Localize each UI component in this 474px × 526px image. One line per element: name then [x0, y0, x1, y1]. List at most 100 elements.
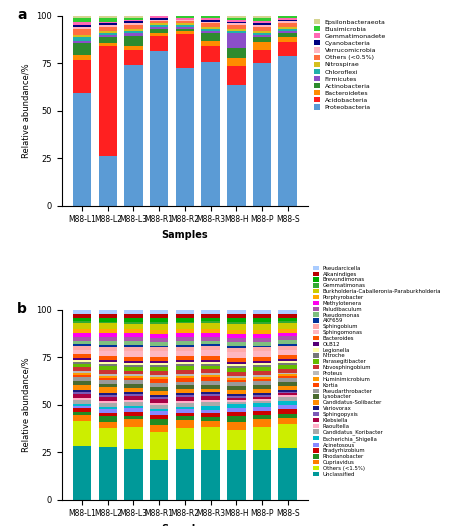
Bar — [175, 417, 194, 420]
Bar — [99, 370, 117, 374]
Bar — [73, 346, 91, 350]
Bar — [124, 377, 143, 378]
Bar — [278, 396, 297, 397]
Bar — [175, 407, 194, 409]
Bar — [175, 403, 194, 407]
Bar — [175, 321, 194, 323]
Bar — [124, 33, 143, 36]
Bar — [150, 330, 168, 333]
Bar — [175, 337, 194, 341]
Bar — [99, 409, 117, 412]
Bar — [150, 324, 168, 330]
Bar — [278, 313, 297, 318]
Bar — [73, 362, 91, 363]
Bar — [227, 394, 246, 396]
Bar — [278, 363, 297, 365]
Bar — [124, 378, 143, 380]
Bar — [175, 351, 194, 357]
Bar — [99, 401, 117, 403]
Bar — [227, 366, 246, 368]
Bar — [253, 16, 271, 18]
Bar — [150, 411, 168, 414]
Bar — [227, 378, 246, 380]
Bar — [99, 333, 117, 337]
Bar — [175, 27, 194, 29]
Bar — [227, 372, 246, 376]
Bar — [278, 414, 297, 418]
Bar — [150, 341, 168, 346]
Bar — [73, 416, 91, 421]
Bar — [201, 18, 220, 19]
Bar — [124, 388, 143, 392]
Bar — [73, 323, 91, 329]
Bar — [227, 346, 246, 348]
Bar — [175, 381, 194, 386]
Bar — [253, 338, 271, 341]
Bar — [278, 401, 297, 405]
Bar — [73, 446, 91, 500]
Bar — [73, 390, 91, 392]
Bar — [278, 37, 297, 43]
Bar — [124, 371, 143, 375]
Bar — [150, 383, 168, 387]
Bar — [201, 362, 220, 363]
Bar — [150, 33, 168, 36]
Bar — [278, 375, 297, 376]
Bar — [253, 363, 271, 365]
Bar — [150, 391, 168, 395]
Bar — [201, 341, 220, 345]
Bar — [73, 375, 91, 377]
Bar — [99, 374, 117, 376]
Bar — [253, 403, 271, 407]
Bar — [253, 351, 271, 357]
Bar — [150, 377, 168, 379]
Bar — [201, 385, 220, 389]
Bar — [227, 58, 246, 66]
Bar — [201, 33, 220, 41]
Bar — [227, 430, 246, 450]
Bar — [227, 398, 246, 400]
Bar — [175, 412, 194, 417]
Bar — [227, 362, 246, 364]
Bar — [73, 394, 91, 398]
Bar — [99, 27, 117, 31]
Bar — [201, 31, 220, 33]
Bar — [124, 412, 143, 416]
Bar — [99, 33, 117, 35]
Bar — [124, 420, 143, 427]
Bar — [227, 390, 246, 394]
Bar — [99, 37, 117, 43]
Bar — [73, 16, 91, 18]
Bar — [278, 337, 297, 340]
Bar — [201, 46, 220, 62]
Bar — [175, 360, 194, 362]
Bar — [201, 427, 220, 450]
Bar — [201, 360, 220, 362]
Bar — [227, 364, 246, 366]
Bar — [201, 377, 220, 381]
Bar — [73, 321, 91, 323]
Bar — [278, 386, 297, 390]
Bar — [253, 33, 271, 35]
Bar — [253, 31, 271, 33]
Bar — [175, 397, 194, 401]
Bar — [175, 333, 194, 337]
Bar — [201, 356, 220, 360]
Bar — [150, 314, 168, 318]
Bar — [124, 408, 143, 412]
Bar — [73, 93, 91, 206]
Bar — [201, 375, 220, 377]
Bar — [278, 369, 297, 372]
Bar — [99, 397, 117, 401]
Bar — [278, 405, 297, 409]
X-axis label: Samples: Samples — [162, 524, 208, 526]
Bar — [278, 449, 297, 500]
Bar — [73, 37, 91, 41]
Bar — [124, 314, 143, 318]
Bar — [124, 36, 143, 46]
Bar — [99, 393, 117, 395]
Bar — [124, 318, 143, 322]
Bar — [175, 428, 194, 449]
Bar — [73, 377, 91, 381]
Bar — [124, 380, 143, 385]
